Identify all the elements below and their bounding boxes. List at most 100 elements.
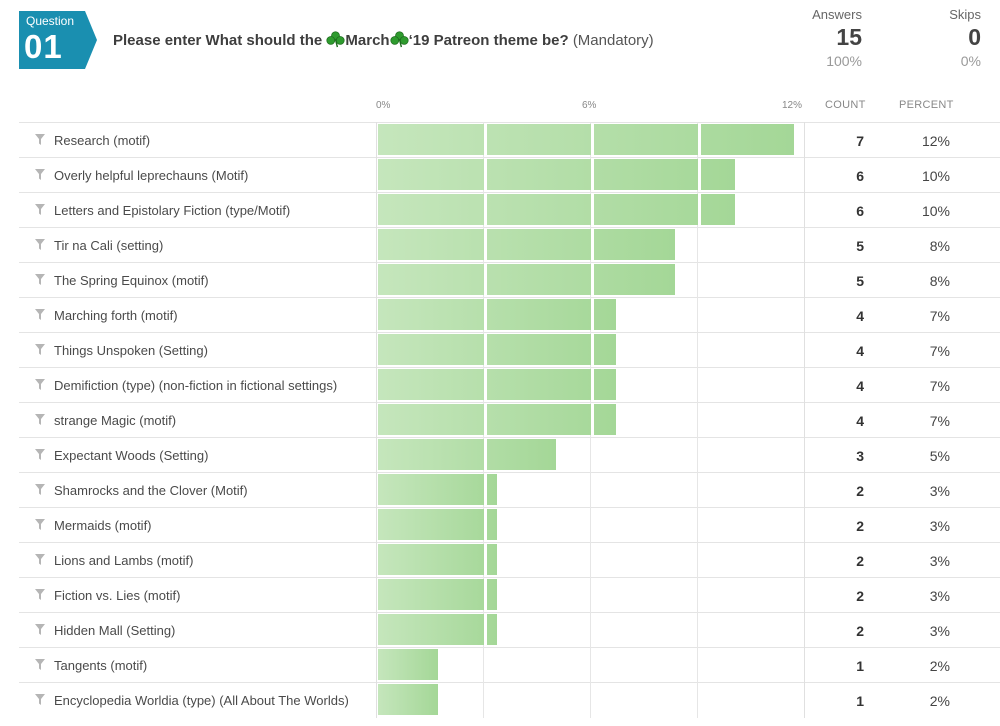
table-row: Expectant Woods (Setting) 3 5% [19, 437, 1000, 472]
answer-percent: 2% [929, 693, 950, 709]
question-label: Question [26, 14, 75, 28]
answer-count: 5 [856, 273, 864, 289]
table-row: Demifiction (type) (non-fiction in ficti… [19, 367, 1000, 402]
filter-icon[interactable] [35, 484, 45, 495]
bar-segment-divider [591, 194, 594, 225]
answer-percent: 7% [929, 378, 950, 394]
filter-icon[interactable] [35, 659, 45, 670]
filter-icon[interactable] [35, 204, 45, 215]
percent-column-header: PERCENT [899, 99, 954, 111]
filter-icon[interactable] [35, 589, 45, 600]
bar-segment-divider [698, 194, 701, 225]
filter-icon[interactable] [35, 274, 45, 285]
bar-segment-divider [698, 159, 701, 190]
answer-percent: 3% [929, 483, 950, 499]
count-column-header: COUNT [825, 99, 866, 111]
table-row: Encyclopedia Worldia (type) (All About T… [19, 682, 1000, 717]
bar-segment-divider [591, 369, 594, 400]
bar [378, 229, 675, 260]
bar [378, 299, 616, 330]
bar-segment-divider [484, 299, 487, 330]
answer-count: 2 [856, 483, 864, 499]
mandatory-label: (Mandatory) [572, 32, 654, 49]
answer-percent: 5% [929, 448, 950, 464]
answer-count: 1 [856, 693, 864, 709]
bar [378, 159, 735, 190]
answer-count: 1 [856, 658, 864, 674]
table-row: The Spring Equinox (motif) 5 8% [19, 262, 1000, 297]
bar-segment-divider [484, 474, 487, 505]
table-row: Marching forth (motif) 4 7% [19, 297, 1000, 332]
bar [378, 544, 497, 575]
answer-label: Fiction vs. Lies (motif) [54, 588, 181, 603]
bar-segment-divider [591, 229, 594, 260]
answer-label: The Spring Equinox (motif) [54, 273, 209, 288]
answer-count: 5 [856, 238, 864, 254]
answer-percent: 8% [929, 238, 950, 254]
table-row: Overly helpful leprechauns (Motif) 6 10% [19, 157, 1000, 192]
filter-icon[interactable] [35, 554, 45, 565]
answer-label: Things Unspoken (Setting) [54, 343, 208, 358]
bar [378, 579, 497, 610]
answer-count: 4 [856, 378, 864, 394]
shamrock-icon [390, 31, 409, 48]
answer-label: strange Magic (motif) [54, 413, 177, 428]
filter-icon[interactable] [35, 239, 45, 250]
question-title-month: March [345, 32, 390, 49]
answer-percent: 3% [929, 588, 950, 604]
answer-label: Marching forth (motif) [54, 308, 178, 323]
bar-segment-divider [484, 194, 487, 225]
bar-segment-divider [591, 334, 594, 365]
filter-icon[interactable] [35, 379, 45, 390]
table-row: Things Unspoken (Setting) 4 7% [19, 332, 1000, 367]
bar [378, 684, 438, 715]
answer-label: Hidden Mall (Setting) [54, 623, 176, 638]
answer-percent: 7% [929, 343, 950, 359]
bar-chart [376, 122, 805, 718]
bar [378, 439, 556, 470]
filter-icon[interactable] [35, 344, 45, 355]
bar [378, 474, 497, 505]
filter-icon[interactable] [35, 449, 45, 460]
bar [378, 649, 438, 680]
bar-segment-divider [484, 369, 487, 400]
answer-count: 4 [856, 413, 864, 429]
bar-segment-divider [484, 579, 487, 610]
filter-icon[interactable] [35, 169, 45, 180]
answer-count: 4 [856, 343, 864, 359]
question-badge: Question 01 [19, 11, 97, 69]
bar-segment-divider [484, 229, 487, 260]
table-row: Research (motif) 7 12% [19, 122, 1000, 157]
table-row: strange Magic (motif) 4 7% [19, 402, 1000, 437]
answer-label: Expectant Woods (Setting) [54, 448, 209, 463]
filter-icon[interactable] [35, 414, 45, 425]
answer-percent: 10% [921, 168, 950, 184]
table-row: Hidden Mall (Setting) 2 3% [19, 612, 1000, 647]
bar [378, 124, 794, 155]
filter-icon[interactable] [35, 694, 45, 705]
bar [378, 264, 675, 295]
answer-label: Demifiction (type) (non-fiction in ficti… [54, 378, 338, 393]
skips-stat: Skips 0 0% [949, 7, 981, 69]
filter-icon[interactable] [35, 309, 45, 320]
answer-percent: 3% [929, 623, 950, 639]
bar [378, 334, 616, 365]
bar-segment-divider [591, 124, 594, 155]
shamrock-icon [326, 31, 345, 48]
table-row: Fiction vs. Lies (motif) 2 3% [19, 577, 1000, 612]
bar-segment-divider [591, 404, 594, 435]
answer-percent: 3% [929, 518, 950, 534]
table-row: Mermaids (motif) 2 3% [19, 507, 1000, 542]
table-row: Shamrocks and the Clover (Motif) 2 3% [19, 472, 1000, 507]
question-title-start: Please enter What should the [113, 32, 327, 49]
table-row: Tir na Cali (setting) 5 8% [19, 227, 1000, 262]
answer-percent: 10% [921, 203, 950, 219]
bar [378, 614, 497, 645]
answer-percent: 2% [929, 658, 950, 674]
filter-icon[interactable] [35, 519, 45, 530]
answer-percent: 8% [929, 273, 950, 289]
bar-segment-divider [484, 509, 487, 540]
answer-count: 2 [856, 518, 864, 534]
filter-icon[interactable] [35, 134, 45, 145]
filter-icon[interactable] [35, 624, 45, 635]
